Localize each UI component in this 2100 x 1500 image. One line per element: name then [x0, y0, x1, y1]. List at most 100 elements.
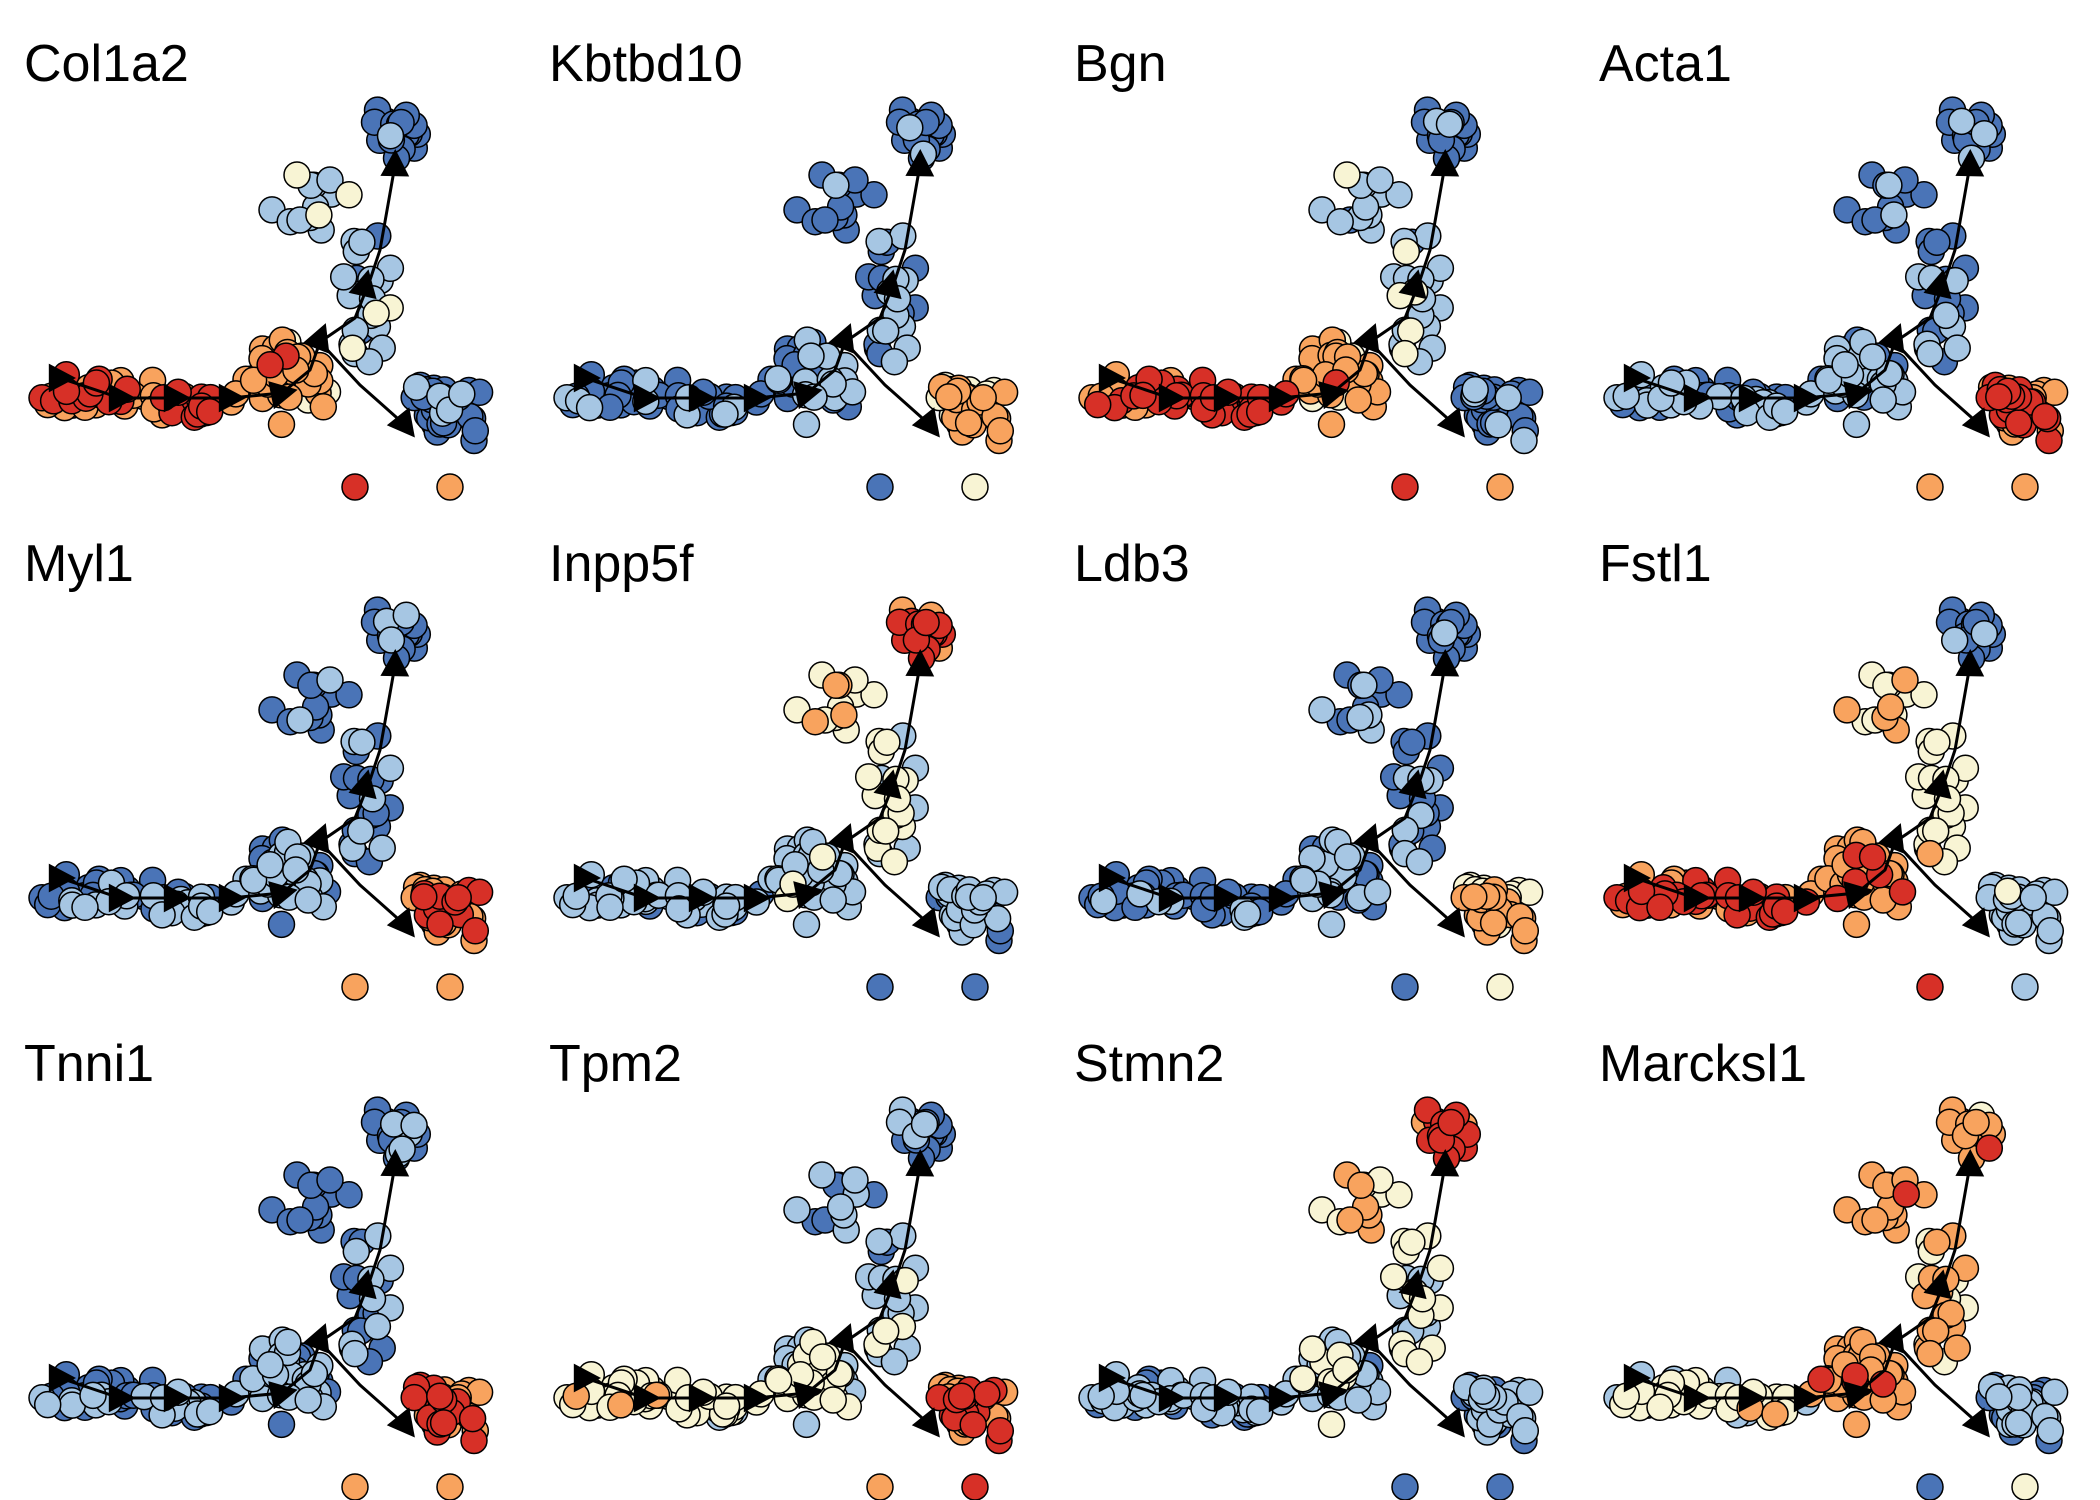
data-point	[348, 228, 376, 256]
trajectory-arrow	[1623, 1363, 1651, 1393]
trajectory-arrow	[905, 649, 935, 677]
data-point	[801, 707, 829, 736]
data-point	[286, 1206, 314, 1234]
data-point	[1346, 703, 1374, 732]
data-point	[1486, 1473, 1514, 1500]
trajectory-arrow	[348, 769, 377, 800]
data-point	[865, 227, 893, 256]
trajectory-branch	[318, 840, 406, 927]
trajectory-arrow	[793, 1381, 823, 1410]
trajectory-arrow	[1398, 269, 1427, 300]
panel-title: Stmn2	[1074, 1035, 1225, 1093]
data-point	[2004, 1409, 2033, 1437]
trajectory-arrow	[302, 823, 330, 854]
data-point	[1833, 696, 1861, 724]
data-point	[889, 222, 917, 250]
trajectory-arrow	[743, 883, 771, 913]
data-point	[1298, 1335, 1327, 1363]
trajectory-arrow	[1738, 1383, 1766, 1413]
data-point	[889, 1222, 917, 1250]
trajectory-arrow	[1436, 407, 1465, 438]
data-point	[1842, 910, 1871, 939]
panel-title: Fstl1	[1599, 535, 1712, 593]
data-point	[1770, 397, 1799, 426]
data-point	[1426, 1254, 1455, 1283]
trajectory-arrow	[1923, 1269, 1952, 1300]
panel-title: Bgn	[1074, 35, 1167, 93]
data-point	[1468, 1377, 1497, 1406]
data-point	[1245, 1397, 1274, 1426]
trajectory-branch	[318, 340, 406, 427]
data-point	[860, 181, 888, 209]
data-point	[1861, 1206, 1889, 1234]
data-point	[429, 1409, 458, 1437]
data-point	[1923, 228, 1951, 256]
data-point	[1126, 880, 1154, 908]
scatter-plot	[1078, 596, 1544, 1001]
data-point	[1910, 681, 1938, 709]
data-point	[1916, 473, 1944, 501]
trajectory-line	[1634, 664, 1972, 900]
trajectory-arrow	[302, 323, 330, 354]
panel-title: Kbtbd10	[549, 35, 743, 93]
data-point	[1807, 1365, 1835, 1394]
data-point	[1947, 107, 1976, 136]
data-point	[1350, 671, 1378, 700]
points	[28, 596, 494, 1001]
data-point	[1646, 893, 1674, 922]
trajectory-branch	[1368, 340, 1456, 427]
data-point	[1940, 626, 1969, 655]
data-point	[2004, 909, 2033, 937]
trajectory-arrow	[1793, 883, 1821, 913]
panel-acta1: Acta1	[1575, 0, 2100, 501]
data-point	[1646, 1393, 1674, 1422]
panel-title: Tpm2	[549, 1035, 682, 1093]
points	[1603, 96, 2069, 501]
trajectory-line	[59, 664, 397, 900]
data-point	[1385, 681, 1413, 709]
data-point	[1344, 1386, 1372, 1414]
trajectory-arrow	[1793, 1383, 1821, 1413]
data-point	[2031, 402, 2059, 431]
data-point	[1916, 1339, 1944, 1368]
data-point	[1379, 1263, 1408, 1291]
points	[553, 96, 1019, 501]
data-point	[712, 1392, 741, 1420]
data-point	[1414, 222, 1442, 250]
data-point	[866, 1473, 894, 1500]
trajectory-arrow	[1398, 1269, 1427, 1300]
trajectory-arrow	[873, 769, 902, 800]
trajectory-arrow	[48, 363, 76, 393]
trajectory-arrow	[1683, 883, 1711, 913]
data-point	[880, 347, 909, 376]
data-point	[1460, 883, 1488, 911]
trajectory-arrow	[1877, 323, 1905, 354]
points	[28, 1096, 494, 1500]
trajectory-arrow	[1436, 907, 1465, 938]
data-point	[792, 1410, 821, 1439]
trajectory-line	[1109, 1164, 1447, 1400]
trajectory-arrow	[1158, 1383, 1186, 1413]
trajectory-arrow	[1923, 769, 1952, 800]
data-point	[912, 608, 940, 637]
scatter-plot	[553, 596, 1019, 1001]
data-point	[808, 843, 837, 871]
trajectory-line	[1109, 664, 1447, 900]
trajectory-arrow	[1877, 823, 1905, 854]
trajectory-arrow	[163, 383, 191, 413]
trajectory-arrow	[1352, 1323, 1380, 1354]
panel-col1a2: Col1a2	[0, 0, 525, 501]
data-point	[1842, 1410, 1871, 1439]
data-point	[959, 1411, 987, 1439]
trajectory-branch	[1368, 840, 1456, 927]
trajectory-arrow	[1213, 1383, 1241, 1413]
trajectory-arrow	[1955, 649, 1985, 677]
data-point	[1993, 877, 2022, 906]
panel-tnni1: Tnni1	[0, 1000, 525, 1500]
trajectory-line	[59, 164, 397, 400]
data-point	[1317, 1410, 1346, 1439]
panel-inpp5f: Inpp5f	[525, 500, 1050, 1001]
trajectory-arrow	[1961, 907, 1990, 938]
trajectory-line	[584, 164, 922, 400]
trajectory-branch	[1893, 1340, 1981, 1427]
